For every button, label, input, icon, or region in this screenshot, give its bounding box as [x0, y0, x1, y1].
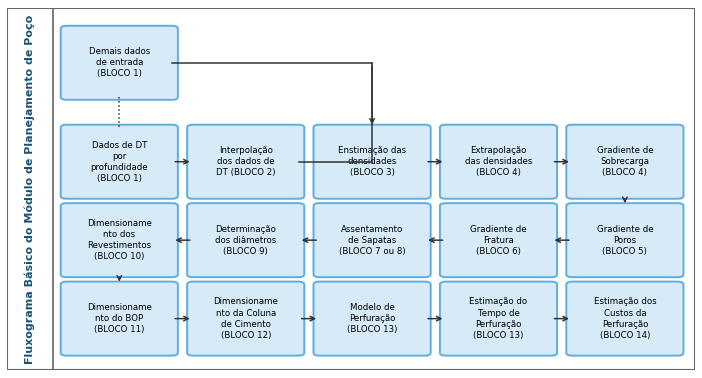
Text: Gradiente de
Poros
(BLOCO 5): Gradiente de Poros (BLOCO 5) — [597, 225, 654, 256]
FancyBboxPatch shape — [440, 125, 557, 199]
Text: Fluxograma Básico do Módulo de Planejamento de Poço: Fluxograma Básico do Módulo de Planejame… — [25, 14, 35, 364]
Text: Estimação do
Tempo de
Perfuração
(BLOCO 13): Estimação do Tempo de Perfuração (BLOCO … — [470, 297, 528, 340]
FancyBboxPatch shape — [60, 282, 178, 356]
FancyBboxPatch shape — [440, 282, 557, 356]
FancyBboxPatch shape — [7, 8, 695, 370]
Text: Gradiente de
Sobrecarga
(BLOCO 4): Gradiente de Sobrecarga (BLOCO 4) — [597, 146, 654, 177]
Text: Estimação dos
Custos da
Perfuração
(BLOCO 14): Estimação dos Custos da Perfuração (BLOC… — [594, 297, 656, 340]
FancyBboxPatch shape — [60, 203, 178, 277]
Text: Modelo de
Perfuração
(BLOCO 13): Modelo de Perfuração (BLOCO 13) — [347, 303, 397, 334]
Text: Interpolação
dos dados de
DT (BLOCO 2): Interpolação dos dados de DT (BLOCO 2) — [216, 146, 275, 177]
Text: Dimensioname
nto da Coluna
de Cimento
(BLOCO 12): Dimensioname nto da Coluna de Cimento (B… — [213, 297, 278, 340]
FancyBboxPatch shape — [314, 282, 431, 356]
Text: Determinação
dos diâmetros
(BLOCO 9): Determinação dos diâmetros (BLOCO 9) — [215, 225, 277, 256]
Text: Enstimação das
densidades
(BLOCO 3): Enstimação das densidades (BLOCO 3) — [338, 146, 406, 177]
FancyBboxPatch shape — [314, 203, 431, 277]
FancyBboxPatch shape — [187, 282, 304, 356]
FancyBboxPatch shape — [187, 203, 304, 277]
Text: Dados de DT
por
profundidade
(BLOCO 1): Dados de DT por profundidade (BLOCO 1) — [91, 141, 148, 183]
Text: Dimensioname
nto do BOP
(BLOCO 11): Dimensioname nto do BOP (BLOCO 11) — [87, 303, 152, 334]
Text: Demais dados
de entrada
(BLOCO 1): Demais dados de entrada (BLOCO 1) — [88, 47, 150, 78]
Text: Gradiente de
Fratura
(BLOCO 6): Gradiente de Fratura (BLOCO 6) — [470, 225, 526, 256]
FancyBboxPatch shape — [314, 125, 431, 199]
FancyBboxPatch shape — [440, 203, 557, 277]
FancyBboxPatch shape — [567, 125, 684, 199]
FancyBboxPatch shape — [567, 203, 684, 277]
FancyBboxPatch shape — [567, 282, 684, 356]
FancyBboxPatch shape — [60, 125, 178, 199]
Text: Dimensioname
nto dos
Revestimentos
(BLOCO 10): Dimensioname nto dos Revestimentos (BLOC… — [87, 219, 152, 261]
FancyBboxPatch shape — [187, 125, 304, 199]
FancyBboxPatch shape — [60, 26, 178, 100]
Text: Assentamento
de Sapatas
(BLOCO 7 ou 8): Assentamento de Sapatas (BLOCO 7 ou 8) — [339, 225, 406, 256]
Text: Extrapolação
das densidades
(BLOCO 4): Extrapolação das densidades (BLOCO 4) — [465, 146, 532, 177]
